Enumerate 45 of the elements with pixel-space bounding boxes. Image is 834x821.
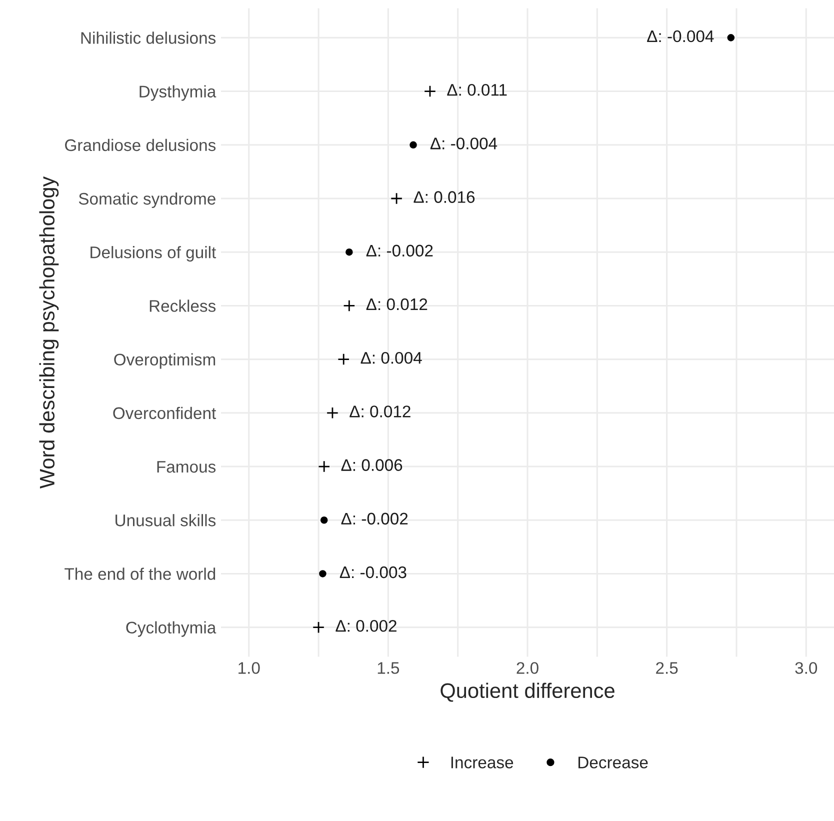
point <box>338 353 350 366</box>
annotation: Δ: 0.006 <box>341 459 402 471</box>
y-tick-label: Reckless <box>150 300 216 312</box>
x-axis-title: Quotient difference <box>440 682 614 702</box>
annotation: Δ: 0.016 <box>414 191 475 203</box>
point <box>727 34 735 42</box>
x-tick-label: 2.0 <box>516 662 538 674</box>
x-tick-label: 1.5 <box>378 662 400 674</box>
y-tick-label: Famous <box>157 461 216 473</box>
point <box>319 570 326 578</box>
y-tick-label: Nihilistic delusions <box>81 32 216 44</box>
point <box>410 141 417 149</box>
point <box>346 248 353 256</box>
legend-label: Increase <box>451 756 514 768</box>
x-tick-label: 3.0 <box>795 662 818 674</box>
y-tick-label: Dysthymia <box>140 85 216 101</box>
annotation: Δ: 0.002 <box>336 620 396 632</box>
y-tick-label: Delusions of guilt <box>90 246 216 262</box>
annotation: Δ: 0.011 <box>447 84 507 96</box>
y-tick-label: Overconfident <box>113 406 216 420</box>
y-tick-label: Grandiose delusions <box>65 138 216 152</box>
annotation: Δ: -0.002 <box>341 512 408 525</box>
annotation: Δ: -0.002 <box>366 244 433 257</box>
point <box>390 192 403 205</box>
point <box>424 85 436 98</box>
point <box>320 516 328 524</box>
point <box>326 406 339 419</box>
legend-label: Decrease <box>578 756 648 768</box>
point <box>318 460 330 473</box>
annotation: Δ: -0.003 <box>340 566 406 578</box>
y-axis-title: Word describing psychopathology <box>39 176 59 489</box>
y-tick-label: The end of the world <box>64 568 216 580</box>
x-tick-label: 2.5 <box>656 662 678 674</box>
y-tick-label: Unusual skills <box>116 514 216 526</box>
y-tick-label: Cyclothymia <box>126 621 216 637</box>
annotation: Δ: -0.004 <box>647 30 714 42</box>
annotation: Δ: -0.004 <box>430 138 498 150</box>
point <box>312 621 325 634</box>
annotation: Δ: 0.012 <box>350 406 410 418</box>
annotation: Δ: 0.004 <box>360 352 422 364</box>
y-tick-label: Overoptimism <box>114 353 216 369</box>
annotation: Δ: 0.012 <box>366 298 428 310</box>
y-tick-label: Somatic syndrome <box>78 192 216 208</box>
point <box>343 300 356 312</box>
x-tick-label: 1.0 <box>238 662 260 674</box>
